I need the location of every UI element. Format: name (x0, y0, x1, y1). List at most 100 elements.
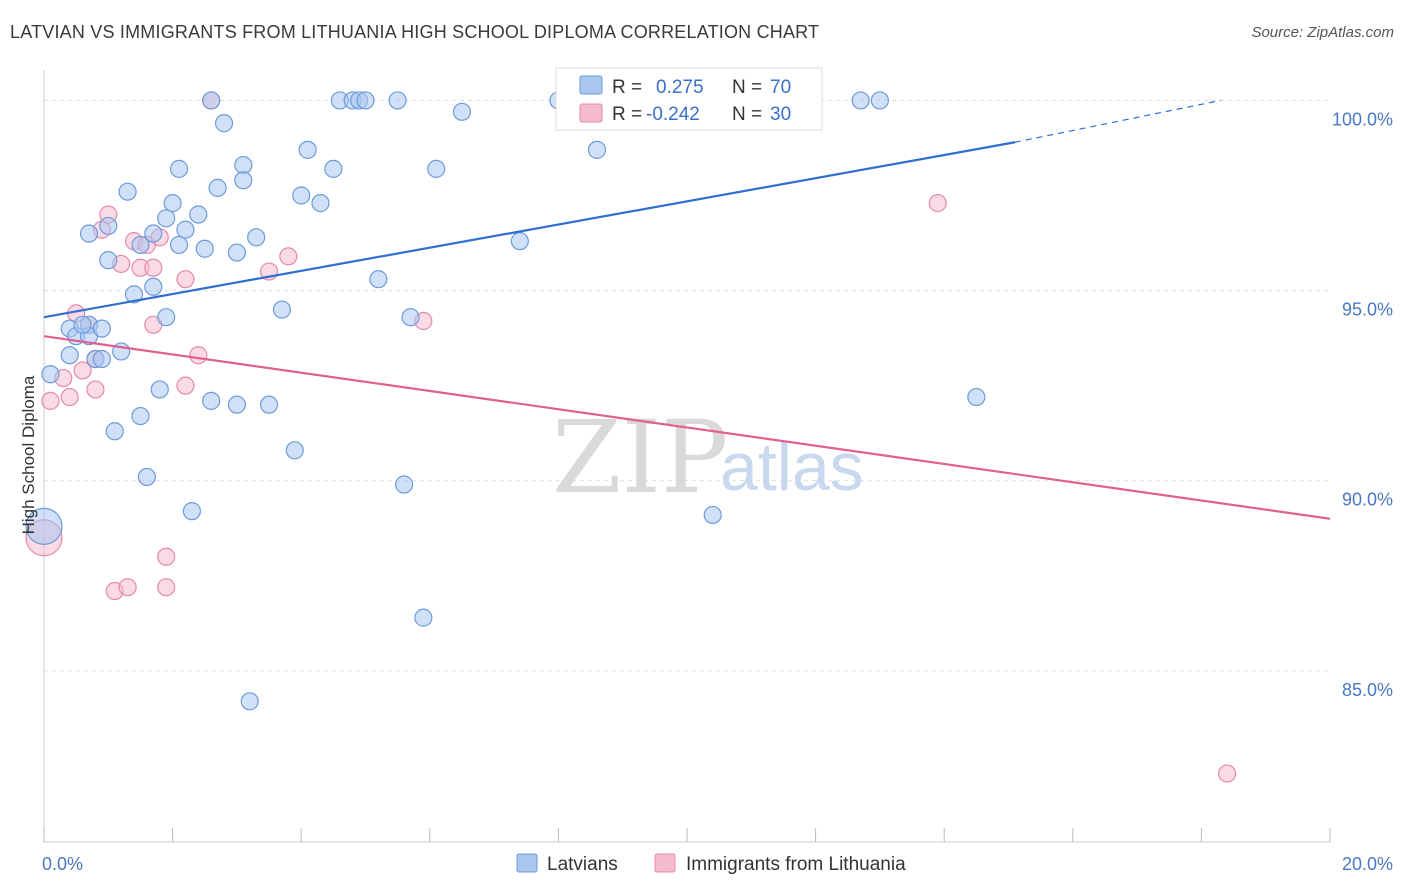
data-points (25, 91, 1237, 783)
latvian-point (587, 140, 607, 159)
lithuania-point (189, 346, 208, 365)
latvian-point (240, 692, 259, 711)
latvian-point (73, 315, 92, 334)
latvian-point (208, 178, 227, 197)
lithuania-point (144, 258, 163, 277)
latvian-point (214, 114, 234, 133)
stats-swatch-lithuania (579, 103, 603, 123)
lithuania-point (73, 361, 92, 380)
latvian-point (105, 422, 124, 441)
latvian-point (137, 467, 156, 487)
latvian-point (157, 209, 176, 228)
x-tick-label: 20.0% (1342, 854, 1393, 874)
latvian-point (967, 387, 986, 407)
stats-swatch-latvians (579, 75, 603, 95)
latvian-point (369, 270, 388, 289)
latvian-point (25, 507, 63, 545)
legend-swatch-latvians (516, 853, 538, 873)
latvian-point (414, 608, 433, 627)
lithuania-point (86, 380, 105, 399)
latvian-point (118, 182, 137, 201)
latvian-point (427, 159, 446, 178)
latvian-point (298, 140, 317, 159)
legend-label-latvians: Latvians (547, 854, 618, 875)
latvian-point (227, 243, 246, 262)
stats-n-label-2: N = (732, 104, 762, 125)
latvian-point (272, 300, 292, 319)
trend-line-lithuania (43, 335, 1331, 520)
y-tick-label: 100.0% (1332, 109, 1393, 129)
trend-line-latvians (43, 141, 1016, 319)
latvian-point (144, 277, 163, 296)
watermark: ZIP atlas (552, 399, 864, 516)
lithuania-point (176, 270, 195, 289)
latvian-point (311, 194, 330, 213)
latvian-point (401, 308, 420, 327)
latvian-point (227, 395, 246, 414)
axes (43, 70, 1331, 843)
latvian-point (92, 319, 111, 338)
stats-r-label-2: R = (612, 104, 642, 125)
latvian-point (99, 216, 118, 236)
latvian-point (182, 502, 201, 521)
latvian-point (92, 349, 111, 369)
chart-source: Source: ZipAtlas.com (1251, 24, 1394, 41)
latvian-point (202, 91, 221, 110)
latvian-point (703, 505, 722, 525)
latvian-point (285, 441, 304, 460)
stats-box: R = 0.275 N = 70 R = -0.242 N = 30 (555, 67, 823, 131)
y-tick-label: 85.0% (1342, 680, 1393, 700)
lithuania-point (279, 247, 298, 266)
trend-lines (43, 99, 1331, 520)
latvian-point (189, 205, 208, 224)
latvian-point (131, 406, 150, 426)
y-tick-label: 95.0% (1342, 300, 1393, 320)
latvian-point (163, 194, 182, 213)
latvian-point (202, 391, 221, 410)
lithuania-point (176, 376, 195, 395)
lithuania-point (157, 578, 176, 597)
latvian-point (851, 91, 870, 110)
latvian-point (388, 91, 407, 110)
latvian-point (131, 235, 150, 255)
lithuania-point (1218, 764, 1237, 783)
latvian-point (234, 155, 253, 175)
latvian-point (124, 285, 144, 304)
latvian-point (99, 251, 118, 270)
stats-r-label-1: R = (612, 77, 642, 98)
x-tick-labels: 0.0% 20.0% (42, 854, 1393, 874)
y-axis-label: High School Diploma (19, 375, 38, 534)
y-tick-labels: 100.0% 95.0% 90.0% 85.0% (1332, 109, 1393, 699)
chart-title: LATVIAN VS IMMIGRANTS FROM LITHUANIA HIG… (10, 22, 820, 42)
latvian-point (510, 232, 529, 251)
latvian-point (157, 308, 176, 327)
lithuania-point (157, 547, 176, 566)
latvian-point (394, 475, 414, 494)
stats-r-value-2: -0.242 (646, 104, 700, 125)
lithuania-point (118, 578, 137, 597)
latvian-point (324, 159, 343, 178)
stats-n-label-1: N = (732, 77, 762, 98)
latvian-point (144, 224, 163, 243)
latvian-point (452, 102, 472, 121)
stats-n-value-2: 30 (770, 104, 791, 125)
latvian-point (870, 91, 890, 110)
watermark-zip: ZIP (552, 399, 728, 516)
latvian-point (150, 380, 169, 399)
latvian-point (356, 91, 375, 110)
latvian-point (234, 171, 253, 190)
trend-line-latvians-extension (1014, 99, 1221, 143)
stats-n-value-1: 70 (770, 77, 791, 98)
latvian-point (41, 365, 60, 384)
latvian-point (259, 395, 279, 414)
latvian-point (247, 228, 266, 247)
legend-label-lithuania: Immigrants from Lithuania (686, 854, 906, 875)
stats-r-value-1: 0.275 (656, 77, 704, 98)
lithuania-point (928, 194, 947, 213)
latvian-point (60, 346, 79, 365)
y-tick-label: 90.0% (1342, 490, 1393, 510)
latvian-point (169, 235, 189, 255)
latvian-point (176, 220, 195, 239)
lithuania-point (41, 391, 60, 410)
